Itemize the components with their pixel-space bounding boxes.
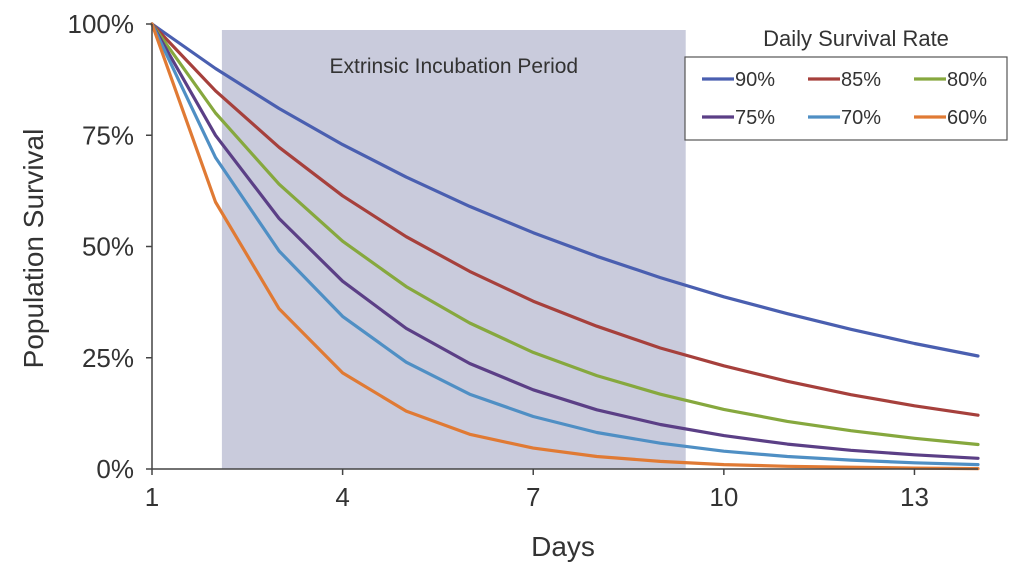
x-tick-label: 7 bbox=[526, 482, 540, 512]
legend-label: 90% bbox=[735, 69, 775, 91]
series-line-60-pct bbox=[150, 22, 980, 471]
x-tick-label: 4 bbox=[335, 482, 349, 512]
y-tick-label: 50% bbox=[82, 232, 134, 262]
y-tick-label: 25% bbox=[82, 343, 134, 373]
legend-label: 70% bbox=[841, 107, 881, 129]
series-line-75-pct bbox=[150, 22, 980, 460]
series-layer bbox=[150, 22, 980, 471]
legend-label: 85% bbox=[841, 69, 881, 91]
y-tick-label: 0% bbox=[96, 454, 134, 484]
x-tick-label: 1 bbox=[145, 482, 159, 512]
y-tick-label: 100% bbox=[68, 9, 135, 39]
x-tick-label: 10 bbox=[709, 482, 738, 512]
legend-label: 75% bbox=[735, 107, 775, 129]
series-line-85-pct bbox=[150, 22, 980, 417]
legend-items: 90% 85% 80% 75% 70% 60% bbox=[702, 69, 987, 129]
series-line-80-pct bbox=[150, 22, 980, 447]
x-axis-title: Days bbox=[531, 531, 595, 562]
series-line-90-pct bbox=[150, 22, 980, 358]
legend-label: 60% bbox=[947, 107, 987, 129]
series-line-70-pct bbox=[150, 22, 980, 467]
legend-label: 80% bbox=[947, 69, 987, 91]
x-axis-ticks: 1 4 7 10 13 bbox=[145, 469, 929, 512]
shaded-region-label: Extrinsic Incubation Period bbox=[329, 55, 578, 78]
legend-box bbox=[684, 56, 1008, 141]
x-tick-label: 13 bbox=[900, 482, 929, 512]
y-axis-ticks: 0% 25% 50% 75% 100% bbox=[68, 9, 152, 484]
y-tick-label: 75% bbox=[82, 120, 134, 150]
shaded-region bbox=[221, 30, 686, 469]
legend-title: Daily Survival Rate bbox=[763, 26, 949, 51]
y-axis-title: Population Survival bbox=[18, 129, 49, 369]
